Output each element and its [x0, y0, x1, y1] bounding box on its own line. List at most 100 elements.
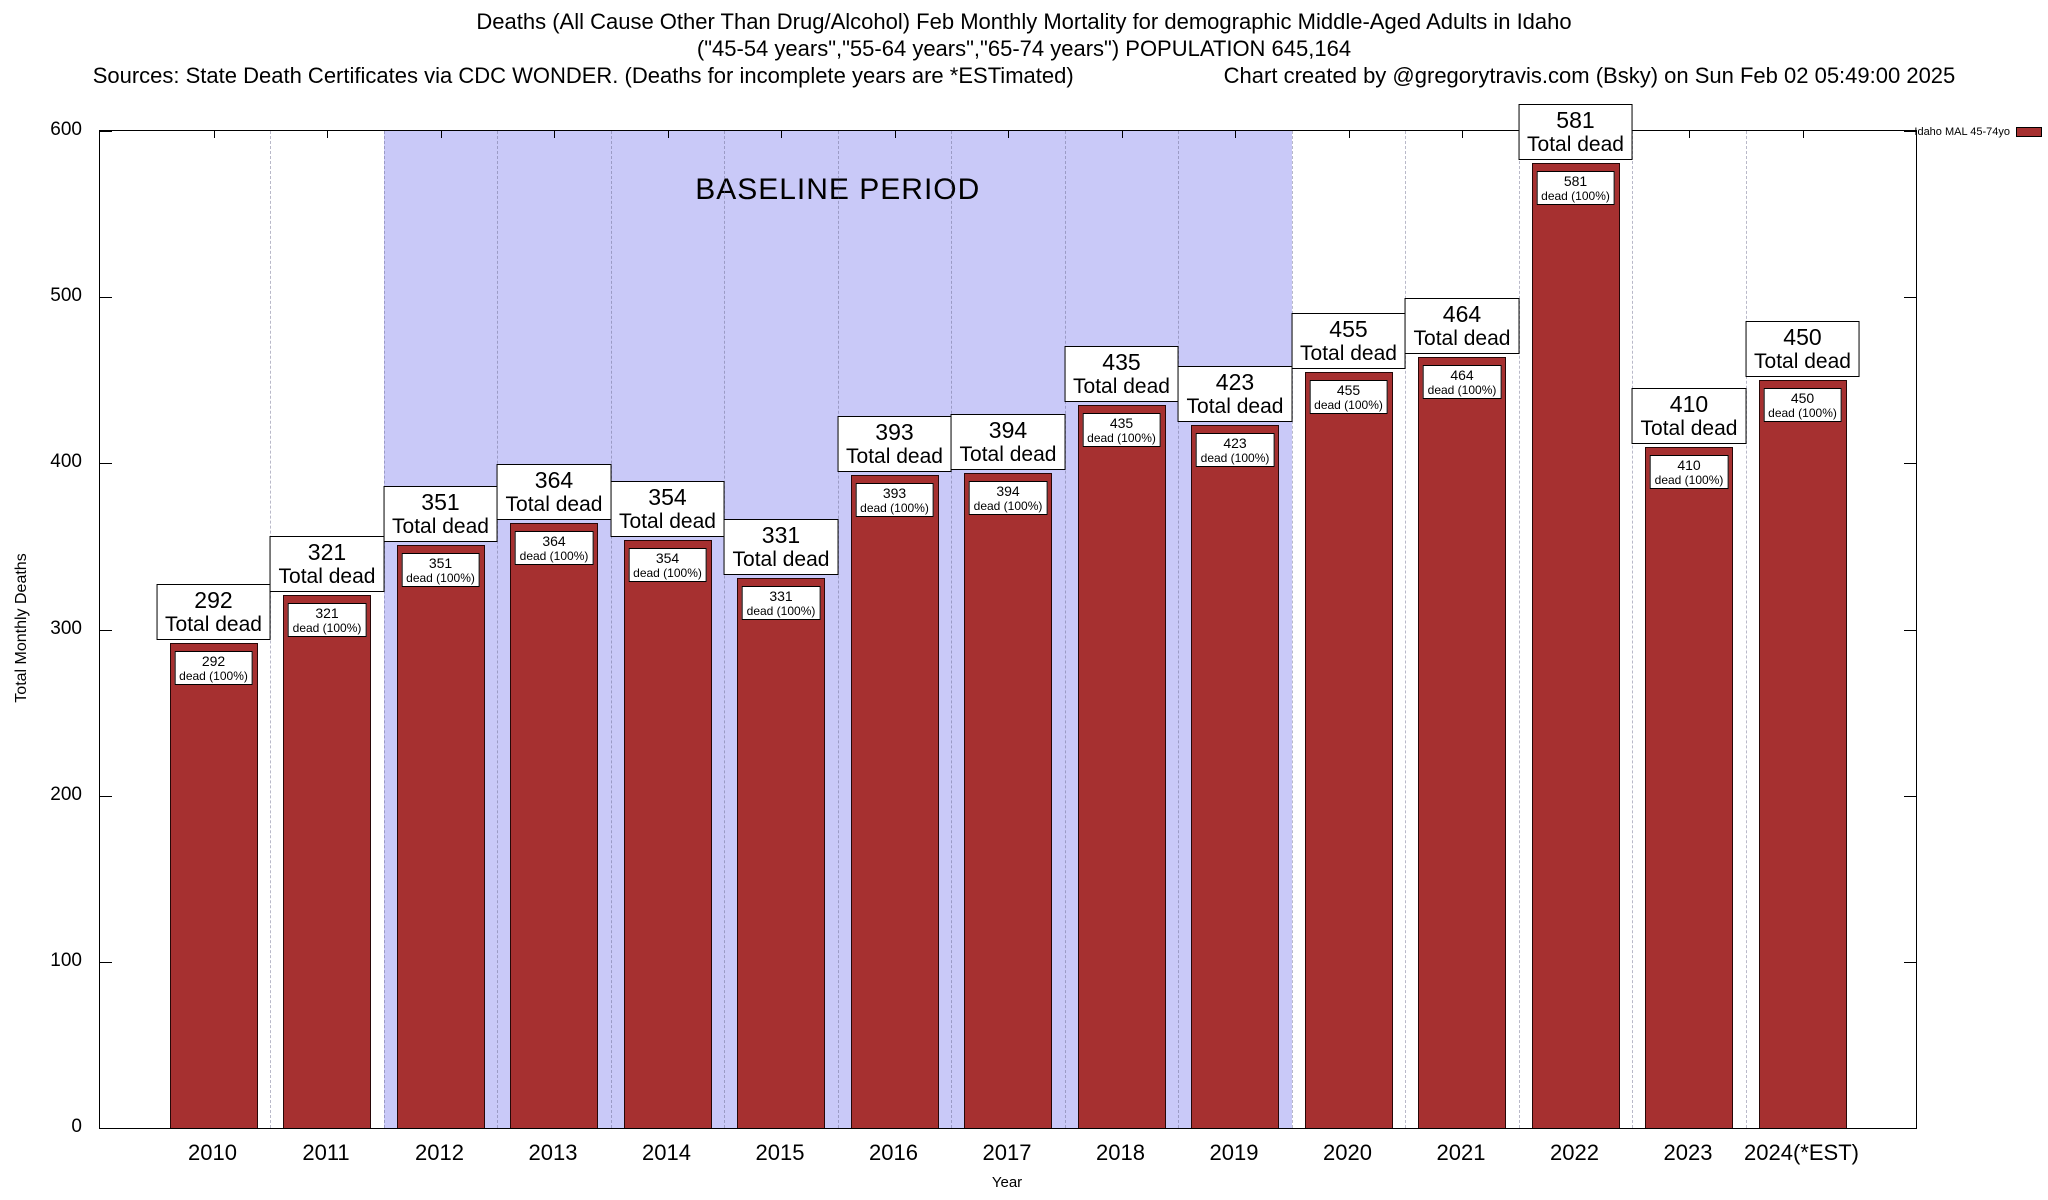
- legend: Idaho MAL 45-74yo: [1914, 126, 2042, 138]
- bar-inner-value: 464: [1450, 366, 1474, 383]
- bar-inner-value: 393: [882, 484, 907, 501]
- bar-total-value: 331: [761, 522, 801, 548]
- bar-total-text: Total dead: [1640, 416, 1738, 440]
- bar-inner-label: 450 dead (100%): [1763, 388, 1842, 423]
- chart-credit-note: Chart created by @gregorytravis.com (Bsk…: [1223, 63, 1956, 88]
- bar-inner-label: 331 dead (100%): [741, 585, 821, 620]
- x-tick-label: 2018: [1096, 1140, 1145, 1165]
- bar-total-label: 464 Total dead: [1404, 298, 1520, 354]
- bar-total-text: Total dead: [959, 443, 1057, 467]
- bar-inner-label: 351 dead (100%): [401, 552, 480, 587]
- bar-total-label: 410 Total dead: [1631, 387, 1747, 444]
- bar: [283, 594, 371, 1128]
- bar-inner-text: dead (100%): [1768, 406, 1837, 421]
- x-tick-mark: [554, 131, 555, 138]
- x-tick-label: 2017: [982, 1140, 1032, 1165]
- bar-inner-label: 455 dead (100%): [1309, 379, 1388, 414]
- y-tick-label: 300: [50, 617, 82, 639]
- bar: [169, 642, 258, 1128]
- bar-total-text: Total dead: [392, 514, 489, 538]
- bar: [1304, 371, 1393, 1128]
- bar: [1758, 380, 1847, 1128]
- vertical-gridline: [1064, 131, 1066, 1128]
- bar-total-value: 393: [875, 418, 914, 445]
- y-tick-mark: [1904, 463, 1916, 465]
- x-tick-mark: [1235, 131, 1236, 138]
- bar-total-label: 394 Total dead: [950, 414, 1066, 471]
- bar-inner-label: 423 dead (100%): [1195, 433, 1275, 468]
- bar-total-label: 292 Total dead: [156, 583, 271, 640]
- bar-total-value: 321: [307, 538, 347, 565]
- bar-inner-text: dead (100%): [1427, 382, 1497, 397]
- y-axis: 0 100 200 300 400 500 600: [0, 119, 90, 1137]
- bar-inner-text: dead (100%): [1314, 397, 1383, 412]
- x-axis-title: Year: [991, 1174, 1023, 1191]
- bar-total-label: 354 Total dead: [610, 480, 725, 537]
- y-tick-label: 500: [50, 285, 82, 307]
- bar-total-label: 455 Total dead: [1291, 312, 1406, 369]
- bar-total-value: 581: [1556, 106, 1595, 133]
- bar-inner-text: dead (100%): [179, 668, 248, 683]
- bar-inner-value: 423: [1223, 435, 1247, 452]
- bar-inner-label: 292 dead (100%): [174, 650, 253, 685]
- y-tick-mark: [1904, 297, 1916, 299]
- plot-area: BASELINE PERIOD 292 Total dead 292 dead (10…: [99, 103, 1917, 1129]
- vertical-gridline: [610, 131, 612, 1128]
- x-tick-label: 2015: [755, 1140, 805, 1165]
- bar: [1531, 162, 1620, 1128]
- bar-inner-label: 394 dead (100%): [968, 481, 1048, 516]
- bar-total-value: 423: [1215, 369, 1255, 396]
- y-tick-mark: [1904, 961, 1916, 963]
- y-tick-label: 200: [50, 783, 82, 805]
- bar-inner-text: dead (100%): [860, 500, 929, 515]
- bar: [737, 578, 825, 1128]
- bar-total-value: 394: [988, 417, 1028, 444]
- vertical-gridline: [1405, 131, 1407, 1128]
- vertical-gridline: [1291, 131, 1293, 1128]
- bar-total-label: 351 Total dead: [383, 485, 498, 542]
- bar-total-text: Total dead: [1073, 375, 1170, 399]
- y-tick-mark: [100, 463, 112, 465]
- y-tick-mark: [1904, 629, 1916, 631]
- bar-inner-text: dead (100%): [519, 549, 589, 564]
- y-tick-label: 0: [71, 1116, 82, 1137]
- bar-inner-label: 581 dead (100%): [1536, 170, 1615, 205]
- bar-inner-text: dead (100%): [633, 565, 702, 580]
- y-tick-mark: [100, 629, 112, 631]
- bar-total-text: Total dead: [278, 564, 376, 588]
- bar-inner-text: dead (100%): [292, 620, 362, 635]
- chart-title-line1: Deaths (All Cause Other Than Drug/Alcoho…: [476, 9, 1572, 34]
- x-tick-label: 2021: [1436, 1140, 1486, 1165]
- bar-inner-text: dead (100%): [1654, 472, 1724, 487]
- x-tick-label: 2012: [415, 1140, 464, 1165]
- bar-total-text: Total dead: [619, 509, 716, 533]
- bar-total-text: Total dead: [1300, 341, 1397, 365]
- bar-total-value: 455: [1329, 315, 1368, 342]
- y-tick-mark: [100, 961, 112, 963]
- chart-sources-note: Sources: State Death Certificates via CD…: [92, 63, 1074, 88]
- legend-swatch: [2016, 127, 2042, 137]
- bar: [1191, 425, 1279, 1128]
- bar-inner-value: 435: [1109, 415, 1134, 432]
- bar: [1418, 357, 1506, 1128]
- chart-header: Deaths (All Cause Other Than Drug/Alcoho…: [0, 8, 2048, 89]
- bar-inner-label: 464 dead (100%): [1422, 364, 1502, 399]
- x-tick-mark: [327, 131, 328, 138]
- vertical-gridline: [1632, 131, 1634, 1128]
- baseline-period-label: BASELINE PERIOD: [695, 173, 981, 206]
- bar-inner-value: 292: [201, 652, 226, 669]
- x-tick-mark: [781, 131, 782, 138]
- bar-total-value: 410: [1669, 390, 1709, 417]
- vertical-gridline: [1178, 131, 1180, 1128]
- bar-total-text: Total dead: [732, 548, 830, 571]
- vertical-gridline: [497, 131, 499, 1128]
- bar-inner-value: 581: [1563, 172, 1588, 189]
- bar-total-value: 450: [1783, 324, 1822, 351]
- x-tick-mark: [1348, 131, 1350, 138]
- legend-label: Idaho MAL 45-74yo: [1914, 126, 2010, 138]
- x-tick-label: 2011: [302, 1140, 350, 1165]
- bar-inner-label: 364 dead (100%): [514, 531, 594, 566]
- x-axis: 2010 2011 2012 2013 2014 2015 2016 2017 2018 2019…: [99, 1140, 1915, 1170]
- bar-inner-label: 393 dead (100%): [855, 482, 934, 517]
- bar-inner-value: 331: [769, 587, 793, 604]
